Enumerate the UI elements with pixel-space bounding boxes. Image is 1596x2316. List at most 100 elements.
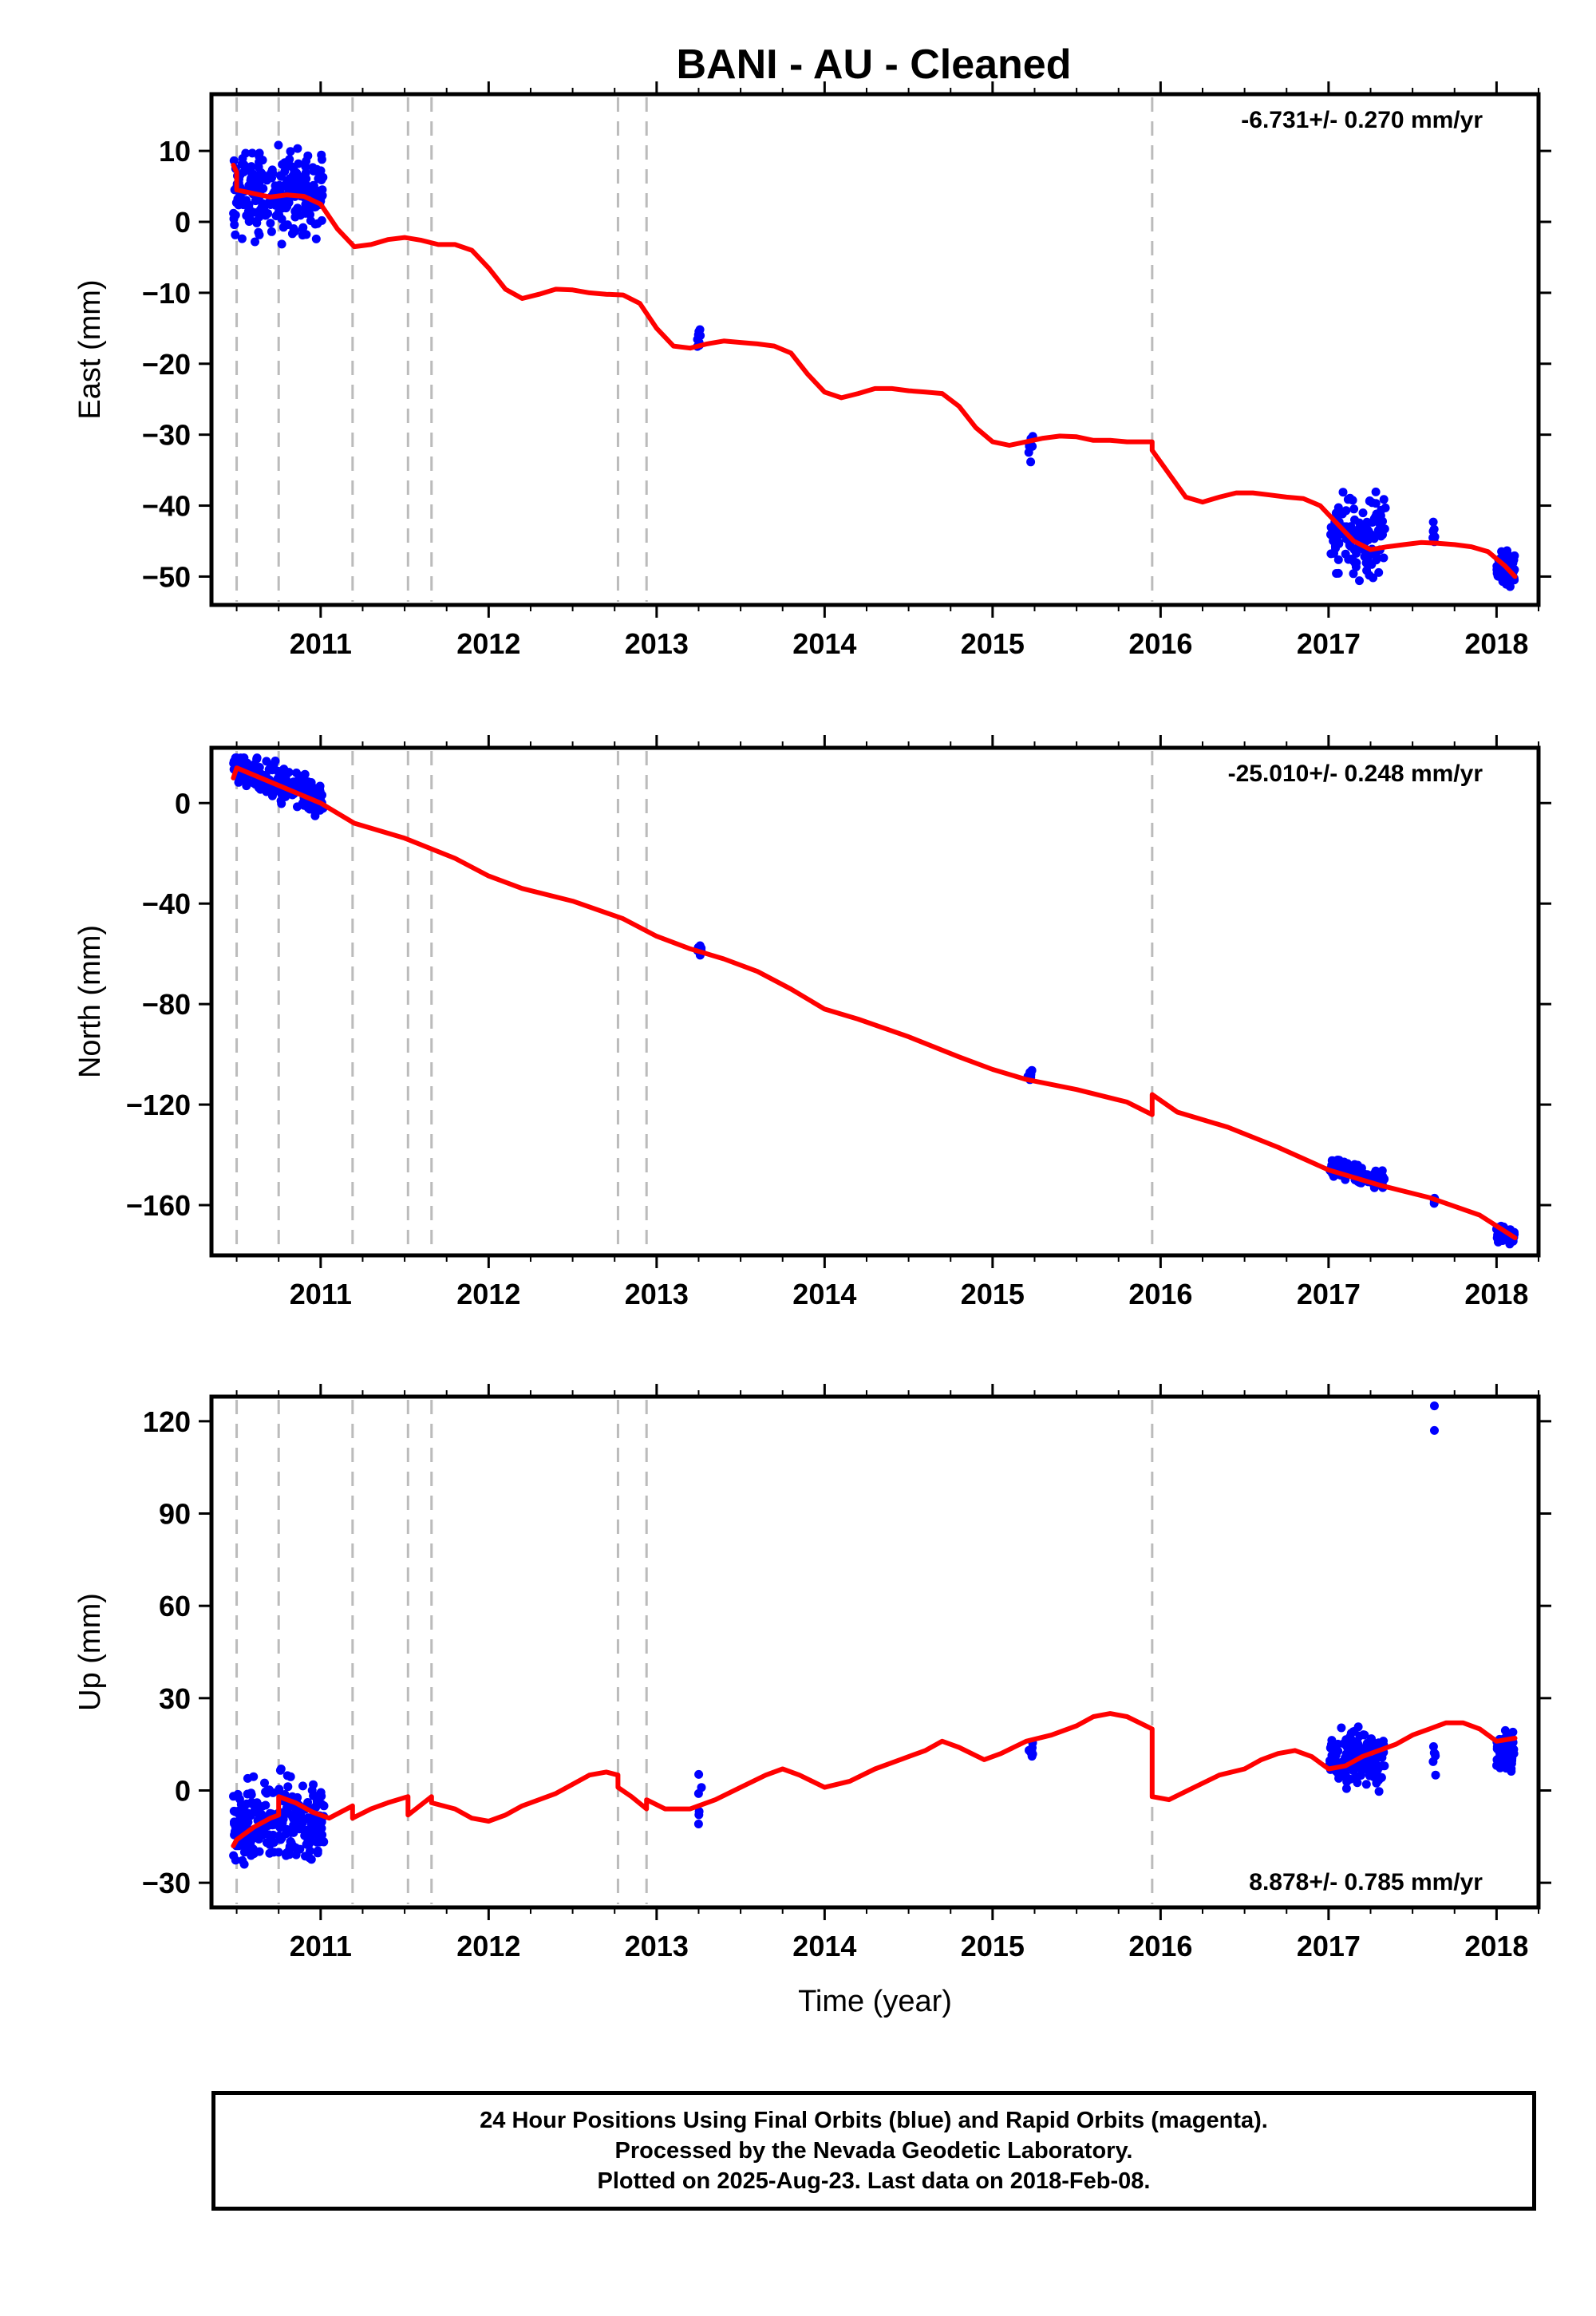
- data-point: [251, 1799, 260, 1808]
- data-point: [240, 1816, 250, 1825]
- data-point: [247, 1851, 256, 1860]
- data-point: [252, 218, 262, 227]
- data-point: [275, 180, 284, 190]
- x-tick-label: 2017: [1297, 1930, 1361, 1962]
- data-point: [289, 224, 298, 233]
- data-point: [1379, 553, 1389, 563]
- data-point: [298, 1781, 307, 1791]
- data-point: [296, 1815, 306, 1824]
- data-point: [294, 159, 303, 168]
- data-point: [1333, 555, 1343, 564]
- data-point: [1352, 548, 1361, 558]
- data-point: [1373, 1168, 1382, 1178]
- data-point: [315, 1821, 325, 1831]
- data-point: [1327, 1160, 1337, 1170]
- data-point: [303, 1798, 313, 1807]
- data-point: [1026, 457, 1036, 467]
- data-point: [315, 787, 325, 796]
- data-point: [319, 1801, 329, 1811]
- data-point: [304, 1814, 314, 1823]
- model-fit-line: [231, 765, 1518, 1240]
- x-tick-label: 2014: [792, 1278, 856, 1310]
- data-point: [1378, 516, 1387, 526]
- data-point: [236, 1800, 246, 1809]
- data-point: [282, 1771, 292, 1780]
- data-point: [1326, 523, 1336, 532]
- data-point: [309, 1828, 318, 1837]
- data-point: [1508, 1727, 1518, 1737]
- y-tick-label: 60: [159, 1590, 191, 1622]
- data-point: [310, 1791, 319, 1800]
- data-point: [1348, 496, 1357, 505]
- data-point: [309, 180, 318, 190]
- data-point: [1377, 528, 1387, 537]
- up-panel: 2011 2012 2013 2014 2015 2016 2017 2018 120 90 60 3…: [73, 1384, 1551, 2018]
- data-point: [251, 237, 259, 247]
- model-fit-line: [231, 1711, 1518, 1848]
- data-point: [250, 763, 259, 773]
- y-tick-label: −120: [126, 1089, 191, 1121]
- data-point: [262, 1838, 271, 1848]
- data-point: [230, 220, 239, 230]
- data-point: [293, 144, 302, 153]
- data-point: [1362, 566, 1372, 575]
- data-point: [1428, 517, 1438, 527]
- data-point: [231, 230, 240, 239]
- data-point: [277, 239, 286, 249]
- data-point: [1509, 1749, 1519, 1758]
- x-tick-label: 2015: [961, 627, 1025, 660]
- x-tick-label: 2014: [792, 627, 856, 660]
- data-point: [694, 1769, 704, 1779]
- data-point: [1430, 532, 1440, 542]
- x-tick-label: 2017: [1297, 1278, 1361, 1310]
- data-point: [290, 180, 298, 190]
- data-point: [265, 1848, 275, 1858]
- data-point: [1364, 1763, 1373, 1773]
- data-point: [1341, 1784, 1351, 1793]
- data-point: [1495, 1763, 1505, 1773]
- x-tick-label: 2017: [1297, 627, 1361, 660]
- data-point: [317, 150, 326, 160]
- data-point: [232, 1825, 242, 1835]
- data-point: [267, 227, 276, 236]
- data-point: [1377, 505, 1386, 515]
- plot-area: [229, 1400, 1519, 1904]
- data-point: [1363, 1170, 1372, 1180]
- x-tick-label: 2013: [625, 1278, 689, 1310]
- outlier-point: [1429, 1401, 1439, 1411]
- data-point: [231, 753, 240, 763]
- data-point: [247, 1834, 257, 1844]
- data-point: [309, 1780, 318, 1789]
- data-point: [1027, 1749, 1037, 1758]
- data-point: [282, 1848, 291, 1858]
- x-tick-label: 2014: [792, 1930, 856, 1962]
- data-point: [247, 1790, 256, 1800]
- x-tick-label: 2012: [456, 1278, 520, 1310]
- data-point: [1349, 504, 1359, 514]
- data-point: [275, 210, 284, 219]
- plot-frame: [209, 745, 1541, 1258]
- data-point: [1357, 1771, 1365, 1780]
- footer-orbits-note: 24 Hour Positions Using Final Orbits (bl…: [480, 2108, 1268, 2133]
- data-point: [249, 207, 259, 217]
- data-point: [231, 211, 240, 219]
- data-point: [286, 147, 295, 156]
- data-point: [279, 765, 289, 774]
- data-point: [287, 172, 297, 182]
- data-point: [231, 1856, 240, 1865]
- y-tick-label: 0: [175, 206, 191, 239]
- data-point: [310, 219, 320, 229]
- data-point: [260, 1778, 269, 1788]
- north-panel: 2011 2012 2013 2014 2015 2016 2017 2018 0 −40 −80 −…: [73, 735, 1551, 1310]
- data-point: [1375, 1740, 1385, 1749]
- data-point: [1345, 1774, 1355, 1784]
- position-points: [229, 1401, 1519, 1869]
- data-point: [285, 155, 294, 164]
- y-axis-label: North (mm): [73, 925, 107, 1078]
- y-tick-label: −20: [142, 348, 191, 381]
- data-point: [286, 162, 296, 171]
- data-point: [1374, 1775, 1384, 1784]
- y-tick-label: 120: [143, 1405, 191, 1438]
- data-point: [1342, 1753, 1352, 1763]
- data-point: [263, 209, 273, 218]
